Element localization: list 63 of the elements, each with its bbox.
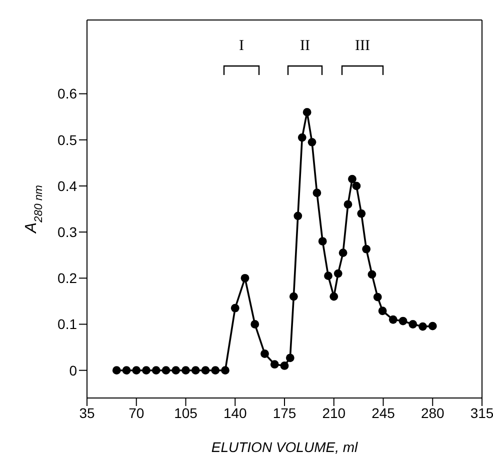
x-tick-label: 315: [470, 404, 493, 421]
point: [378, 306, 387, 316]
point: [348, 174, 356, 184]
point: [172, 366, 180, 375]
point: [152, 366, 160, 375]
point: [368, 270, 376, 279]
point: [318, 237, 327, 246]
x-axis-title: ELUTION VOLUME, ml: [211, 439, 359, 454]
point: [289, 292, 298, 301]
point: [270, 360, 279, 369]
point: [428, 322, 437, 330]
point: [298, 133, 306, 142]
point: [324, 272, 332, 280]
annotation: II: [300, 38, 310, 54]
point: [308, 138, 316, 146]
x-tick-label: 140: [223, 404, 248, 421]
point: [162, 366, 170, 375]
x-tick-label: 210: [322, 404, 346, 421]
x-tick-label: 245: [372, 404, 396, 421]
point: [362, 244, 371, 254]
point: [230, 304, 240, 312]
point: [418, 322, 427, 331]
y-tick-label: 0: [69, 362, 78, 378]
point: [408, 320, 418, 328]
point: [112, 366, 121, 375]
point: [330, 292, 338, 301]
point: [352, 182, 361, 190]
x-tick-label: 35: [79, 404, 95, 421]
point: [388, 315, 398, 324]
point: [201, 366, 210, 375]
y-tick-label: 0.3: [58, 224, 78, 240]
point: [286, 354, 294, 362]
point: [357, 209, 366, 218]
point: [294, 212, 302, 220]
annotation: I: [239, 38, 244, 54]
point: [373, 292, 382, 302]
point: [338, 248, 348, 257]
point: [240, 274, 250, 282]
y-tick-label: 0.1: [58, 316, 78, 332]
y-tick-label: 0.5: [58, 132, 78, 148]
point: [191, 366, 200, 375]
point: [260, 350, 269, 358]
y-tick-label: 0.4: [58, 178, 78, 194]
point: [211, 366, 220, 375]
x-tick-label: 70: [128, 404, 144, 421]
x-tick-label: 175: [272, 404, 296, 421]
point: [250, 320, 260, 328]
x-tick-label: 280: [420, 404, 445, 421]
point: [344, 200, 352, 209]
point: [122, 366, 131, 375]
point: [312, 188, 322, 198]
point: [280, 362, 289, 370]
x-tick-label: 105: [174, 404, 198, 421]
point: [132, 366, 141, 375]
point: [221, 366, 230, 375]
point: [302, 108, 312, 116]
y-tick-label: 0.6: [58, 86, 78, 102]
point: [334, 269, 342, 278]
point: [142, 366, 150, 375]
annotation: III: [355, 38, 370, 54]
point: [182, 366, 190, 375]
point: [398, 316, 408, 326]
y-tick-label: 0.2: [58, 270, 78, 286]
